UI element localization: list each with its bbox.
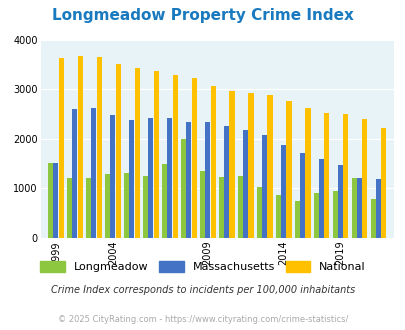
- Bar: [275, 195, 280, 238]
- Bar: [91, 108, 96, 238]
- Bar: [58, 58, 64, 238]
- Bar: [153, 71, 158, 238]
- Bar: [267, 95, 272, 238]
- Bar: [199, 171, 205, 238]
- Bar: [229, 91, 234, 238]
- Bar: [162, 164, 166, 238]
- Bar: [370, 199, 375, 238]
- Bar: [318, 159, 323, 238]
- Bar: [124, 173, 129, 238]
- Bar: [48, 163, 53, 238]
- Bar: [186, 122, 191, 238]
- Bar: [237, 176, 242, 238]
- Bar: [248, 93, 253, 238]
- Bar: [262, 135, 266, 238]
- Bar: [299, 153, 305, 238]
- Bar: [332, 190, 337, 238]
- Bar: [294, 201, 299, 238]
- Bar: [351, 178, 356, 238]
- Bar: [337, 165, 342, 238]
- Bar: [286, 102, 291, 238]
- Legend: Longmeadow, Massachusetts, National: Longmeadow, Massachusetts, National: [40, 261, 365, 273]
- Bar: [110, 115, 115, 238]
- Bar: [224, 126, 229, 238]
- Bar: [380, 128, 386, 238]
- Text: © 2025 CityRating.com - https://www.cityrating.com/crime-statistics/: © 2025 CityRating.com - https://www.city…: [58, 315, 347, 324]
- Bar: [305, 108, 310, 238]
- Bar: [181, 139, 185, 238]
- Bar: [86, 178, 91, 238]
- Bar: [243, 130, 247, 238]
- Bar: [256, 187, 261, 238]
- Bar: [324, 114, 329, 238]
- Bar: [362, 119, 367, 238]
- Bar: [375, 179, 380, 238]
- Bar: [77, 56, 83, 238]
- Bar: [167, 118, 172, 238]
- Bar: [172, 75, 177, 238]
- Bar: [210, 86, 215, 238]
- Bar: [148, 118, 153, 238]
- Bar: [191, 78, 196, 238]
- Bar: [104, 174, 110, 238]
- Bar: [67, 178, 72, 238]
- Bar: [72, 109, 77, 238]
- Bar: [356, 178, 361, 238]
- Bar: [115, 64, 120, 238]
- Bar: [343, 115, 347, 238]
- Bar: [313, 193, 318, 238]
- Bar: [53, 163, 58, 238]
- Bar: [205, 122, 210, 238]
- Bar: [143, 176, 147, 238]
- Bar: [134, 68, 139, 238]
- Text: Longmeadow Property Crime Index: Longmeadow Property Crime Index: [52, 8, 353, 23]
- Bar: [129, 120, 134, 238]
- Bar: [218, 177, 224, 238]
- Bar: [280, 145, 286, 238]
- Bar: [96, 57, 101, 238]
- Text: Crime Index corresponds to incidents per 100,000 inhabitants: Crime Index corresponds to incidents per…: [51, 285, 354, 295]
